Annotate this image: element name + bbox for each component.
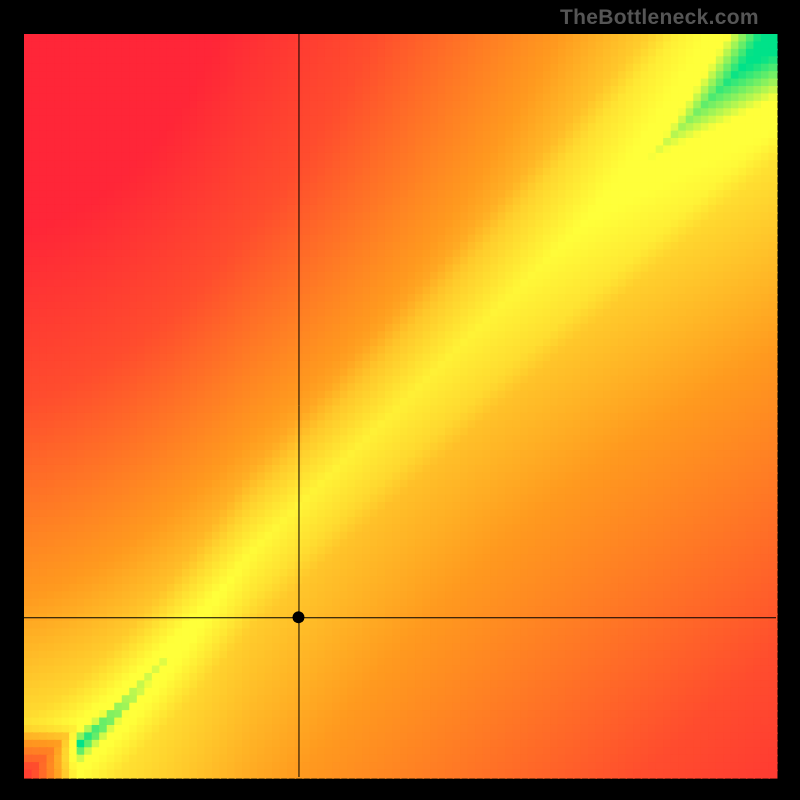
crosshair-overlay: [0, 0, 800, 800]
watermark-label: TheBottleneck.com: [560, 6, 759, 30]
